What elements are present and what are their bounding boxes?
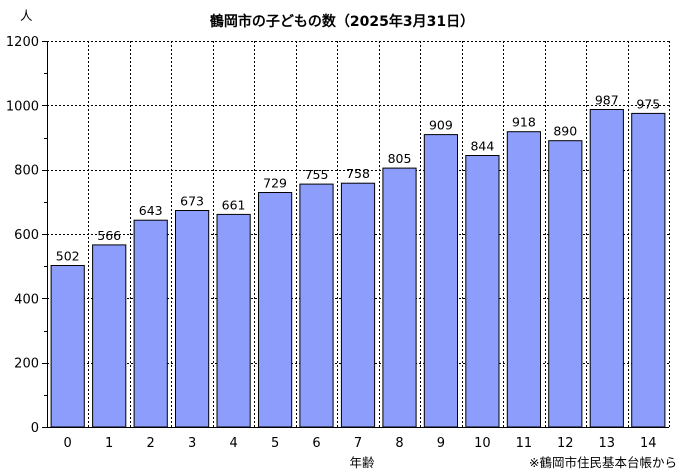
y-tick-label-0: 0 (31, 421, 39, 436)
y-tick-label-1200: 1200 (6, 35, 39, 50)
axes (42, 41, 669, 428)
y-tick-label-400: 400 (14, 292, 39, 307)
bar-14 (631, 112, 666, 428)
y-tick-label-600: 600 (14, 228, 39, 243)
bar-6 (299, 183, 334, 428)
x-tick-label-0: 0 (64, 436, 72, 451)
data-label-13: 987 (595, 93, 619, 108)
data-label-12: 890 (553, 124, 577, 139)
data-labels: 502 566 643 673 661 729 755 758 805 909 844 918 890 9… (56, 93, 660, 264)
bar-11 (506, 131, 541, 428)
data-label-11: 918 (512, 115, 536, 130)
data-label-3: 673 (180, 194, 204, 209)
data-label-0: 502 (56, 249, 80, 264)
data-label-1: 566 (97, 228, 121, 243)
data-label-4: 661 (222, 197, 246, 212)
data-label-10: 844 (470, 139, 494, 154)
bar-3 (175, 210, 210, 428)
y-tick-label-200: 200 (14, 357, 39, 372)
bar-1 (92, 244, 127, 428)
x-tick-label-13: 13 (599, 436, 616, 451)
bar-0 (50, 265, 85, 428)
x-tick-label-8: 8 (395, 436, 403, 451)
data-label-14: 975 (636, 96, 660, 111)
x-tick-label-7: 7 (354, 436, 362, 451)
x-tick-label-6: 6 (312, 436, 320, 451)
x-tick-label-4: 4 (229, 436, 237, 451)
chart-title: 鶴岡市の子どもの数（2025年3月31日） (210, 13, 474, 30)
x-tick-label-2: 2 (147, 436, 155, 451)
x-tick-label-5: 5 (271, 436, 279, 451)
x-axis-title: 年齢 (349, 455, 375, 470)
bar-5 (258, 192, 293, 428)
x-tick-label-10: 10 (474, 436, 491, 451)
y-tick-label-800: 800 (14, 164, 39, 179)
bar-8 (382, 167, 417, 428)
x-tick-label-3: 3 (188, 436, 196, 451)
bar-2 (133, 219, 168, 428)
gridlines (47, 41, 670, 427)
y-tick-label-1000: 1000 (6, 99, 39, 114)
source-note: ※鶴岡市住民基本台帳から (529, 455, 677, 470)
data-label-9: 909 (429, 118, 453, 133)
bars (50, 109, 666, 428)
x-tick-label-1: 1 (105, 436, 113, 451)
data-label-6: 755 (305, 167, 329, 182)
x-tick-label-12: 12 (557, 436, 574, 451)
data-label-8: 805 (388, 151, 412, 166)
bar-10 (465, 155, 500, 428)
data-label-7: 758 (346, 166, 370, 181)
x-tick-label-14: 14 (640, 436, 657, 451)
bar-7 (340, 182, 376, 428)
bar-12 (548, 140, 583, 428)
data-label-2: 643 (139, 203, 163, 218)
x-tick-labels: 0 1 2 3 4 5 6 7 8 9 10 11 12 13 14 (64, 436, 657, 451)
bar-9 (423, 134, 458, 428)
x-tick-label-11: 11 (516, 436, 533, 451)
y-axis-title: 人 (20, 8, 33, 23)
bar-4 (216, 213, 251, 428)
bar-13 (589, 109, 624, 428)
x-tick-label-9: 9 (437, 436, 445, 451)
y-tick-labels: 0 200 400 600 800 1000 1200 (6, 35, 39, 436)
data-label-5: 729 (263, 176, 287, 191)
